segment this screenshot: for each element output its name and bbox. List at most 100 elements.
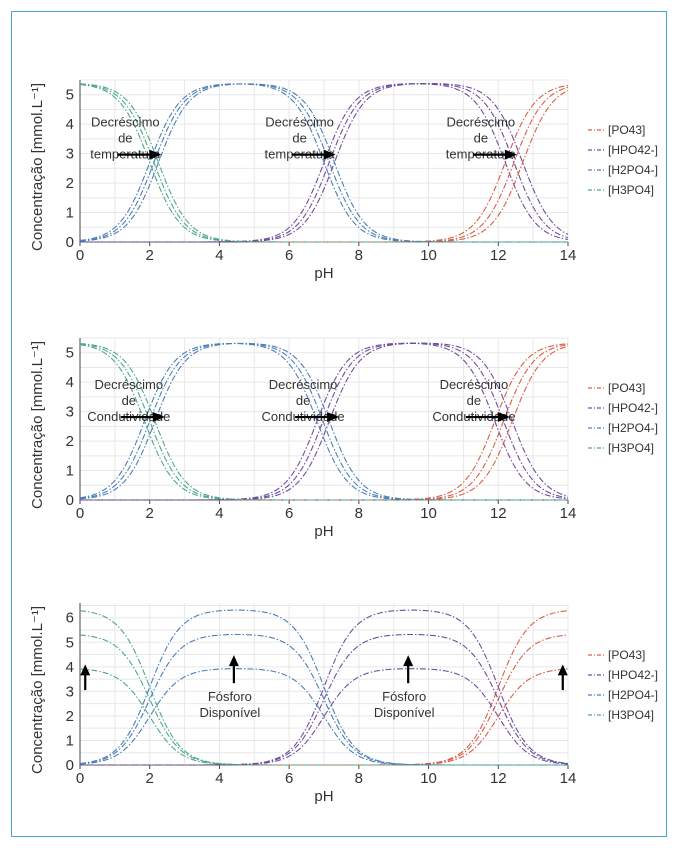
legend-label-h2po4: [H2PO4-] xyxy=(608,688,658,702)
series-line-h3po4-0 xyxy=(79,344,568,501)
x-tick-label: 8 xyxy=(355,505,363,522)
arrow-head xyxy=(403,655,414,667)
chart-conductivity: 0 2 4 6 8 10 12 14 0 1 2 3 4 5 pH Concentração [mmol.L⁻… xyxy=(0,320,679,590)
y-axis-label: Concentração [mmol.L⁻¹] xyxy=(29,341,46,509)
chart-temperature: 0 2 4 6 8 10 12 14 0 1 2 3 4 5 pH Concentração [mmol.L⁻… xyxy=(0,62,679,332)
x-tick-label: 0 xyxy=(76,247,84,264)
annotation-text: Fósforo xyxy=(208,689,252,704)
legend-label-h3po4: [H3PO4] xyxy=(608,441,654,455)
legend-label-po43: [PO43] xyxy=(608,381,645,395)
arrow-head xyxy=(497,412,510,423)
annotation-text: de xyxy=(122,393,136,408)
series-line-hpo42-2 xyxy=(80,668,569,766)
x-tick-label: 10 xyxy=(420,770,437,787)
chart-available-phosphorus: 0 2 4 6 8 10 12 14 0 1 2 3 4 5 6 pH Concentração [mmol.L… xyxy=(0,585,679,855)
annotation-text: Decréscimo xyxy=(447,115,516,130)
x-axis-label: pH xyxy=(314,523,333,540)
y-tick-label: 5 xyxy=(66,345,74,362)
y-tick-label: 1 xyxy=(66,732,74,749)
series-line-h3po4-2 xyxy=(79,342,568,501)
y-tick-label: 1 xyxy=(66,205,74,222)
series-line-h2po4-2 xyxy=(79,342,568,501)
x-axis-label: pH xyxy=(314,788,333,805)
annotation-text: Decréscimo xyxy=(269,377,338,392)
annotation-text: Disponível xyxy=(200,705,261,720)
annotation-text: de xyxy=(292,131,306,146)
arrow-head xyxy=(327,412,340,423)
y-tick-label: 4 xyxy=(66,116,74,133)
y-axis-label: Concentração [mmol.L⁻¹] xyxy=(29,83,46,251)
legend: [PO43] [HPO42-] [H2PO4-] [H3PO4] xyxy=(588,123,658,197)
legend-label-h2po4: [H2PO4-] xyxy=(608,163,658,177)
x-tick-label: 14 xyxy=(560,770,577,787)
arrow-head xyxy=(323,149,336,160)
y-tick-label: 2 xyxy=(66,708,74,725)
legend-label-hpo42: [HPO42-] xyxy=(608,401,658,415)
figure-frame xyxy=(11,11,667,837)
arrow-head xyxy=(149,149,162,160)
y-tick-label: 6 xyxy=(66,610,74,627)
x-axis-label: pH xyxy=(314,265,333,282)
series-line-hpo42-2 xyxy=(80,342,569,501)
series-line-h2po4-1 xyxy=(79,342,568,501)
x-tick-label: 2 xyxy=(146,770,154,787)
x-tick-label: 6 xyxy=(285,505,293,522)
annotation-text: de xyxy=(118,131,132,146)
annotation-text: de xyxy=(474,131,488,146)
series-group xyxy=(79,609,569,766)
y-tick-label: 0 xyxy=(66,234,74,251)
y-tick-label: 4 xyxy=(66,374,74,391)
series-line-h3po4-2 xyxy=(79,668,568,766)
annotation-text: Decréscimo xyxy=(91,115,160,130)
x-tick-label: 2 xyxy=(146,505,154,522)
y-tick-label: 2 xyxy=(66,175,74,192)
x-tick-label: 0 xyxy=(76,770,84,787)
arrow-head xyxy=(80,664,91,676)
x-tick-label: 6 xyxy=(285,770,293,787)
series-group xyxy=(79,342,569,501)
annotation-text: Disponível xyxy=(374,705,435,720)
y-tick-label: 0 xyxy=(66,492,74,509)
arrow-head xyxy=(504,149,517,160)
x-tick-label: 8 xyxy=(355,247,363,264)
annotation-text: Decréscimo xyxy=(94,377,163,392)
annotation-text: de xyxy=(467,393,481,408)
legend: [PO43] [HPO42-] [H2PO4-] [H3PO4] xyxy=(588,381,658,455)
y-tick-label: 1 xyxy=(66,463,74,480)
annotation-text: de xyxy=(296,393,310,408)
annotation-text: Decréscimo xyxy=(440,377,509,392)
y-tick-label: 4 xyxy=(66,659,74,676)
legend-label-h3po4: [H3PO4] xyxy=(608,183,654,197)
legend-label-po43: [PO43] xyxy=(608,648,645,662)
x-tick-label: 2 xyxy=(146,247,154,264)
x-tick-label: 6 xyxy=(285,247,293,264)
series-line-hpo42-2 xyxy=(80,83,569,243)
legend: [PO43] [HPO42-] [H2PO4-] [H3PO4] xyxy=(588,648,658,722)
annotation-text: Decréscimo xyxy=(265,115,334,130)
grid xyxy=(80,603,569,765)
y-tick-label: 5 xyxy=(66,87,74,104)
legend-label-h2po4: [H2PO4-] xyxy=(608,421,658,435)
x-tick-label: 10 xyxy=(420,505,437,522)
y-tick-label: 3 xyxy=(66,404,74,421)
annotation-text: Fósforo xyxy=(382,689,426,704)
x-tick-label: 12 xyxy=(490,247,507,264)
y-tick-label: 3 xyxy=(66,683,74,700)
legend-label-hpo42: [HPO42-] xyxy=(608,668,658,682)
x-tick-label: 14 xyxy=(560,247,577,264)
series-line-h3po4-2 xyxy=(79,83,568,243)
x-tick-label: 4 xyxy=(215,247,223,264)
grid xyxy=(80,79,569,242)
arrow-head xyxy=(557,664,568,676)
arrow-head xyxy=(152,412,165,423)
x-tick-label: 12 xyxy=(490,505,507,522)
series-group xyxy=(79,83,569,243)
